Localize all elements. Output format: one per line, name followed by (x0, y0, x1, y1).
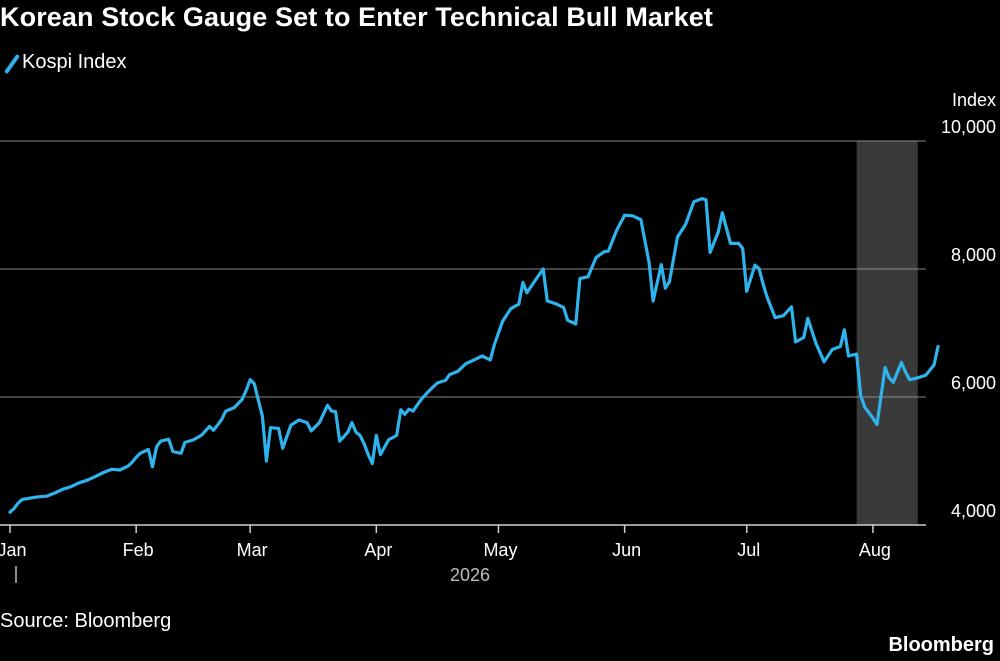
legend-label: Kospi Index (22, 51, 127, 73)
x-tick-label: Jan (0, 540, 27, 560)
x-tick-label: Jul (737, 540, 760, 560)
shaded-period (856, 141, 918, 525)
series-line-kospi (8, 197, 940, 514)
x-tick-label: Mar (237, 540, 268, 560)
y-tick-label: 6,000 (951, 373, 996, 393)
x-tick-label: Feb (123, 540, 154, 560)
x-tick-label: Apr (364, 540, 392, 560)
x-tick-label: Aug (859, 540, 891, 560)
y-axis-label: Index (952, 90, 996, 110)
chart-title: Korean Stock Gauge Set to Enter Technica… (0, 2, 713, 32)
x-tick-label: Jun (612, 540, 641, 560)
y-tick-label: 8,000 (951, 245, 996, 265)
bloomberg-logo: Bloomberg (888, 634, 994, 656)
legend: Kospi Index (4, 51, 127, 74)
y-tick-label: 4,000 (951, 501, 996, 521)
x-tick-label: May (483, 540, 517, 560)
year-label: 2026 (450, 565, 490, 585)
source-note: Source: Bloomberg (0, 610, 172, 632)
y-tick-label: 10,000 (941, 117, 996, 137)
